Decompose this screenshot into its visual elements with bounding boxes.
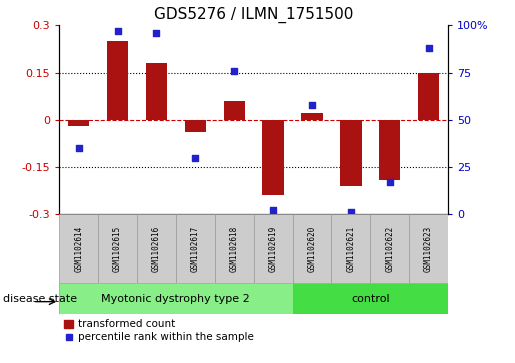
Bar: [293, 283, 448, 314]
Bar: [68, 120, 90, 126]
Text: GSM1102619: GSM1102619: [269, 225, 278, 272]
Text: GSM1102614: GSM1102614: [74, 225, 83, 272]
Text: GSM1102618: GSM1102618: [230, 225, 238, 272]
Text: GSM1102623: GSM1102623: [424, 225, 433, 272]
Bar: [224, 101, 245, 120]
Point: [347, 209, 355, 215]
Bar: [293, 214, 332, 283]
Bar: [340, 120, 362, 186]
Text: disease state: disease state: [3, 294, 77, 303]
Text: Myotonic dystrophy type 2: Myotonic dystrophy type 2: [101, 294, 250, 303]
Point: [269, 208, 277, 213]
Text: GSM1102615: GSM1102615: [113, 225, 122, 272]
Point: [230, 68, 238, 74]
Point: [113, 28, 122, 34]
Bar: [184, 120, 206, 132]
Point: [152, 30, 161, 36]
Text: control: control: [351, 294, 389, 303]
Point: [75, 145, 83, 151]
Bar: [146, 63, 167, 120]
Bar: [418, 73, 439, 120]
Bar: [262, 120, 284, 195]
Bar: [409, 214, 448, 283]
Bar: [137, 214, 176, 283]
Text: GSM1102616: GSM1102616: [152, 225, 161, 272]
Point: [424, 45, 433, 51]
Point: [191, 155, 199, 160]
Bar: [176, 214, 215, 283]
Bar: [107, 41, 128, 120]
Legend: transformed count, percentile rank within the sample: transformed count, percentile rank withi…: [64, 319, 254, 342]
Title: GDS5276 / ILMN_1751500: GDS5276 / ILMN_1751500: [154, 7, 353, 23]
Bar: [253, 214, 293, 283]
Bar: [59, 214, 98, 283]
Point: [386, 179, 394, 185]
Text: GSM1102620: GSM1102620: [307, 225, 316, 272]
Bar: [59, 283, 293, 314]
Bar: [98, 214, 137, 283]
Text: GSM1102622: GSM1102622: [385, 225, 394, 272]
Bar: [370, 214, 409, 283]
Text: GSM1102617: GSM1102617: [191, 225, 200, 272]
Bar: [332, 214, 370, 283]
Bar: [379, 120, 401, 180]
Bar: [301, 114, 323, 120]
Point: [308, 102, 316, 107]
Bar: [215, 214, 253, 283]
Text: GSM1102621: GSM1102621: [347, 225, 355, 272]
